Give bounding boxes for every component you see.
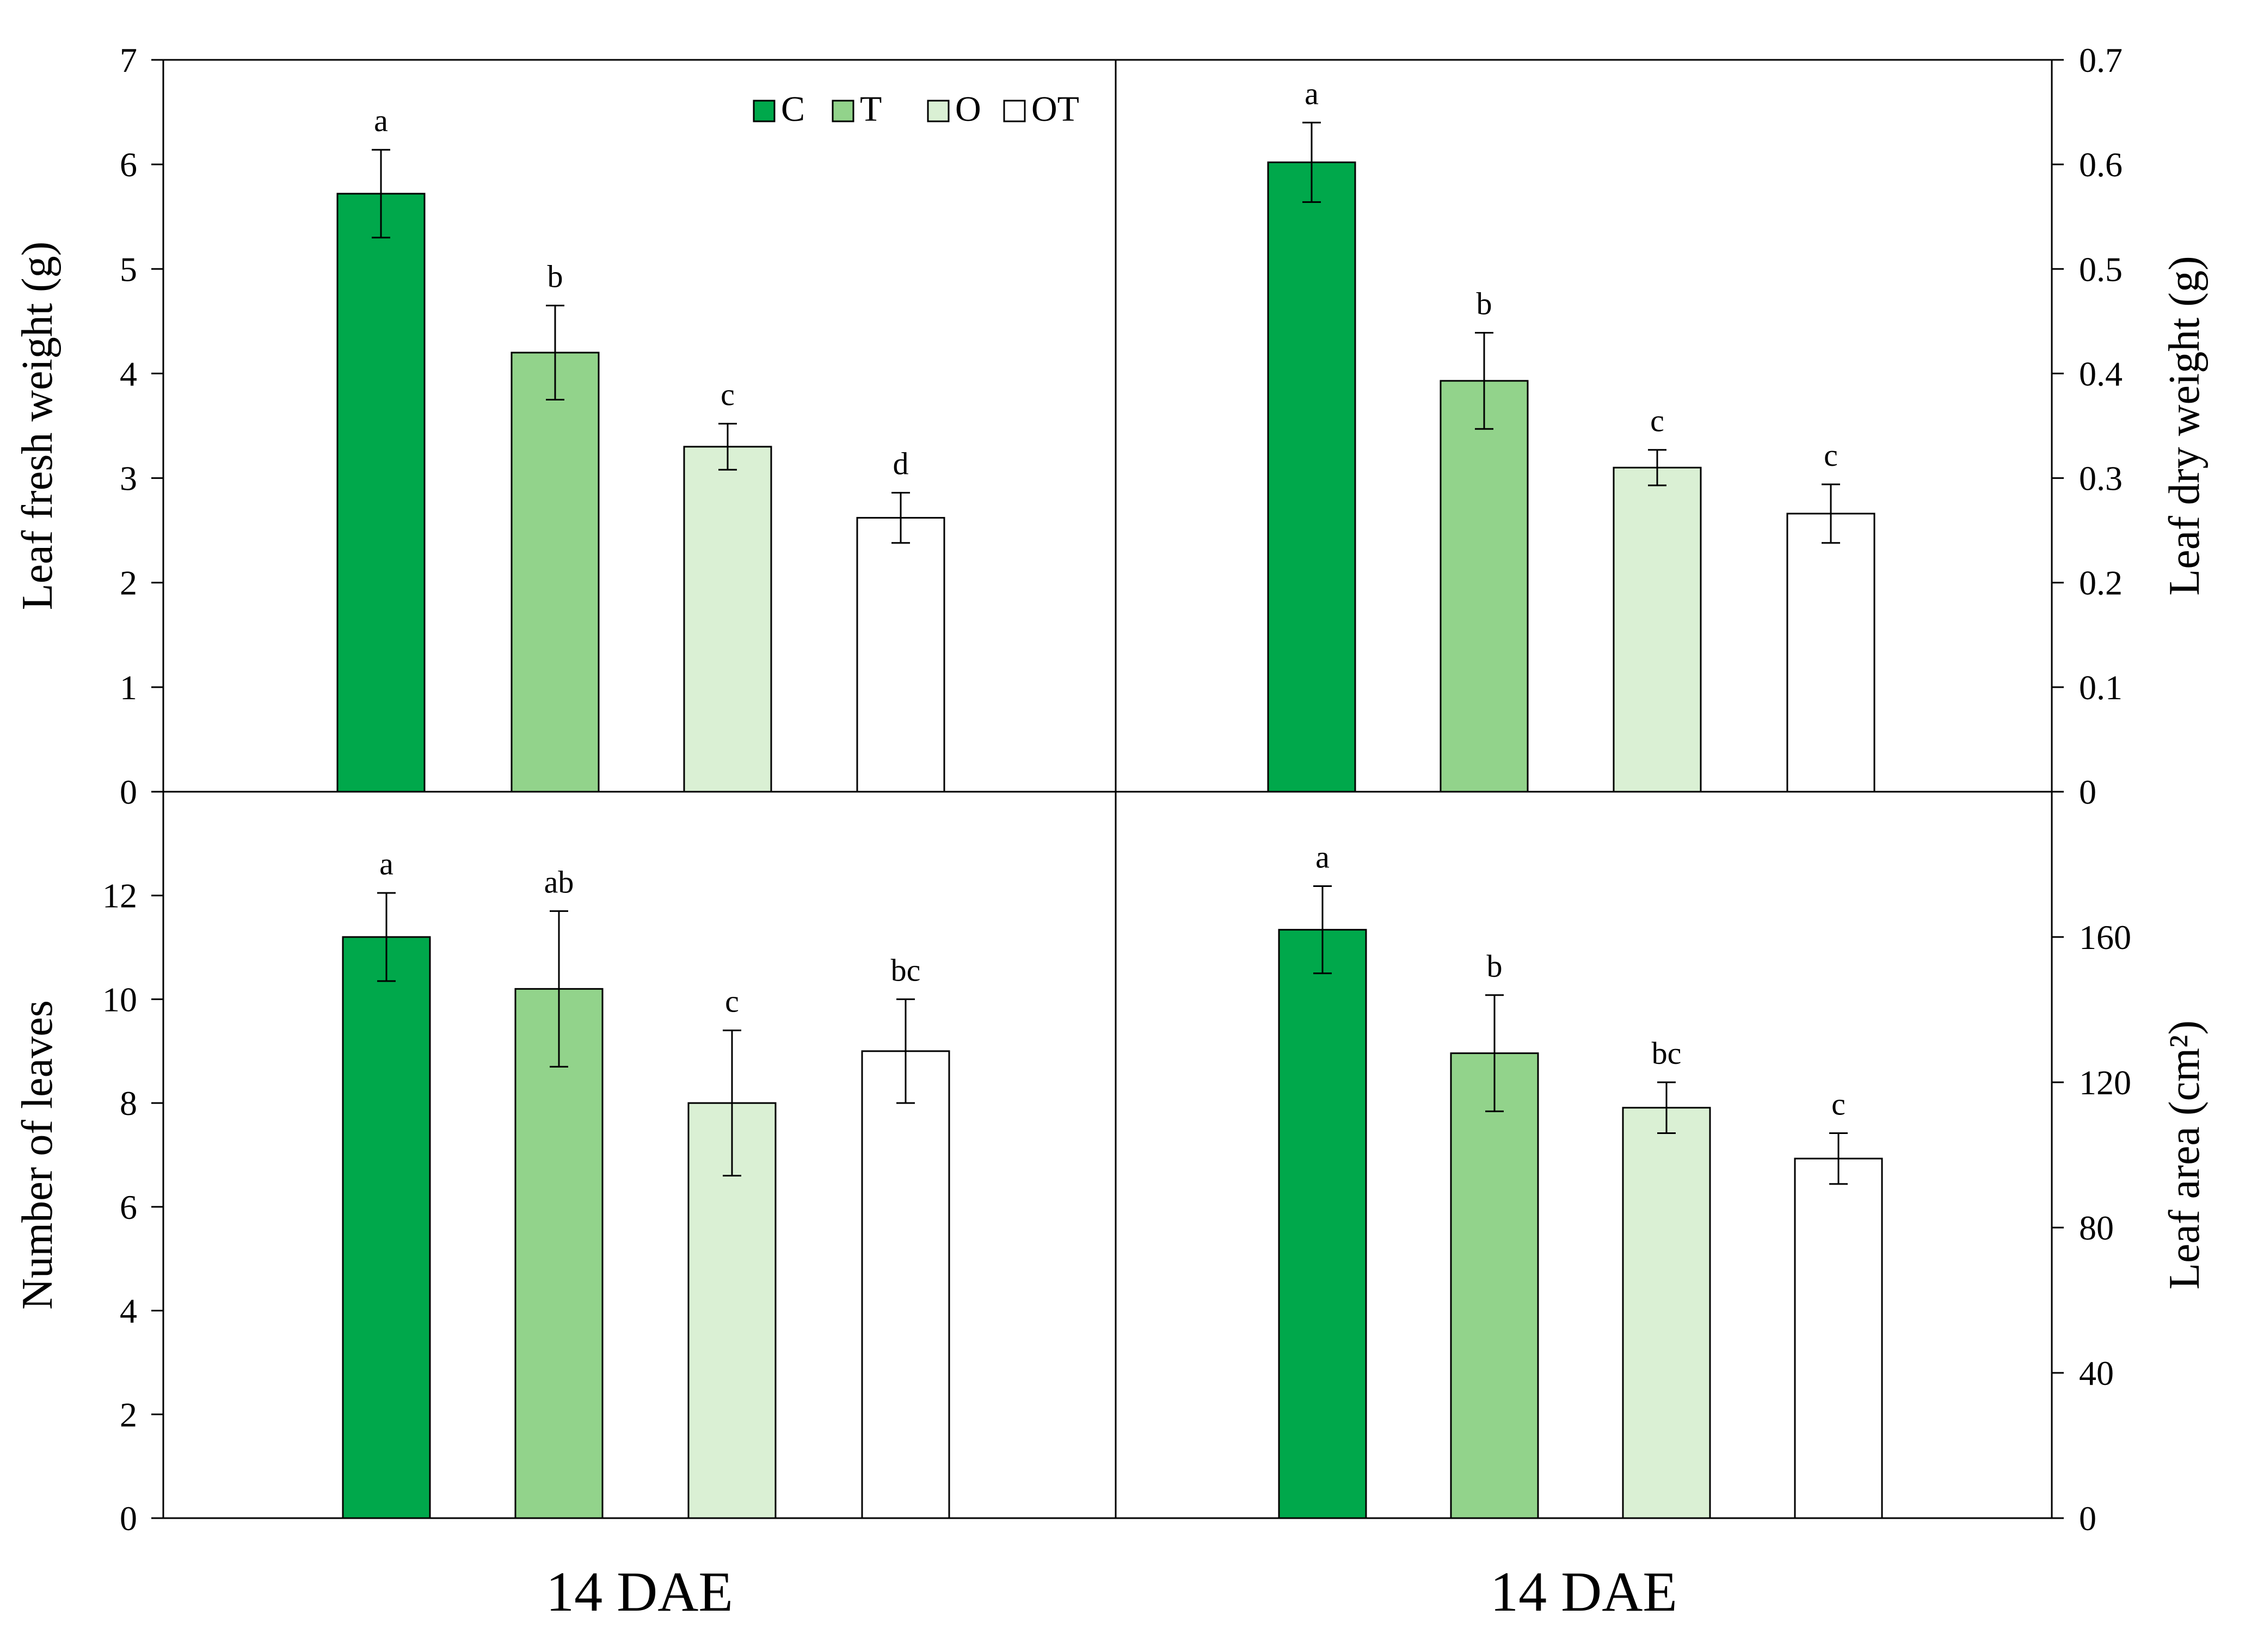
significance-label: ab [544, 864, 574, 899]
significance-label: c [721, 377, 735, 412]
bar-o [1613, 466, 1702, 793]
y-tick-label: 6 [120, 145, 137, 184]
significance-label: a [1315, 840, 1330, 875]
significance-label: a [374, 103, 388, 138]
y-tick-label: 4 [120, 354, 137, 393]
y-tick-label: 4 [120, 1292, 137, 1330]
y-tick-label: 0 [120, 773, 137, 811]
legend-swatch-c [753, 100, 776, 122]
y-tick-label: 80 [2079, 1209, 2114, 1247]
y-tick-label: 0 [2079, 1499, 2096, 1538]
legend-label-c: C [781, 89, 805, 129]
significance-label: c [725, 984, 739, 1019]
panel-top-left: 0 1 2 3 4 5 6 7 Leaf fresh weight (g) a b c d [14, 41, 945, 811]
significance-label: d [893, 446, 909, 481]
y-tick-label: 2 [120, 564, 137, 602]
chart-legend: C T O OT [753, 89, 1079, 129]
panel-bottom-left: 0 2 4 6 8 10 12 Number of leaves a ab c bc [14, 846, 950, 1538]
significance-label: c [1824, 437, 1838, 473]
panel-top-right: 0 0.1 0.2 0.3 0.4 0.5 0.6 0.7 Leaf dry weight (g… [1267, 41, 2209, 811]
bar-t [1440, 380, 1529, 793]
bar-c [1278, 929, 1367, 1519]
significance-label: b [548, 259, 563, 294]
x-category-labels: 14 DAE 14 DAE [546, 1561, 1677, 1623]
y-tick-label: 12 [102, 877, 137, 915]
y-tick-label: 10 [102, 980, 137, 1019]
panel-bottom-right: 0 40 80 120 160 Leaf area (cm²) a b bc c [1278, 840, 2209, 1538]
y-tick-label: 0.4 [2079, 354, 2123, 393]
y-axis-title: Number of leaves [14, 1000, 61, 1310]
legend-label-o: O [955, 89, 981, 129]
y-axis-title: Leaf fresh weight (g) [14, 242, 61, 610]
significance-label: c [1650, 403, 1664, 439]
bar-t [514, 988, 604, 1519]
y-axis-title: Leaf area (cm²) [2161, 1020, 2209, 1290]
y-tick-label: 0.7 [2079, 41, 2123, 79]
x-axis-label: 14 DAE [546, 1561, 733, 1623]
significance-label: a [1305, 76, 1319, 111]
y-tick-label: 160 [2079, 918, 2131, 957]
y-tick-label: 0.1 [2079, 668, 2123, 707]
y-tick-label: 0.6 [2079, 145, 2123, 184]
bar-t [510, 352, 600, 793]
chart-frame [162, 59, 2053, 1519]
y-axis-title: Leaf dry weight (g) [2161, 256, 2209, 595]
bar-o [683, 446, 772, 793]
y-tick-label: 7 [120, 41, 137, 79]
legend-swatch-o [927, 100, 950, 122]
y-tick-label: 0.2 [2079, 564, 2123, 602]
bar-ot [1786, 513, 1875, 793]
significance-label: b [1477, 286, 1492, 321]
y-tick-label: 2 [120, 1395, 137, 1434]
significance-label: bc [1652, 1035, 1682, 1071]
y-tick-label: 8 [120, 1084, 137, 1123]
significance-label: a [379, 846, 393, 882]
y-tick-label: 120 [2079, 1063, 2131, 1102]
x-axis-label: 14 DAE [1490, 1561, 1677, 1623]
bar-t [1450, 1052, 1539, 1519]
legend-swatch-ot [1003, 100, 1026, 122]
legend-label-t: T [860, 89, 882, 129]
significance-label: b [1487, 948, 1503, 984]
legend-label-ot: OT [1031, 89, 1079, 129]
significance-label: bc [891, 952, 921, 988]
y-tick-label: 0.5 [2079, 250, 2123, 288]
legend-swatch-t [832, 100, 854, 122]
bar-ot [856, 517, 945, 793]
y-tick-label: 3 [120, 459, 137, 498]
bar-ot [1794, 1157, 1883, 1519]
significance-label: c [1831, 1086, 1846, 1121]
y-tick-label: 6 [120, 1188, 137, 1226]
y-tick-label: 0.3 [2079, 459, 2123, 498]
y-tick-label: 40 [2079, 1354, 2114, 1392]
bar-c [342, 936, 431, 1519]
bar-c [1267, 161, 1356, 793]
plot-border [162, 59, 2053, 1519]
bar-c [336, 193, 426, 793]
y-tick-label: 0 [2079, 773, 2096, 811]
y-tick-label: 5 [120, 250, 137, 288]
y-tick-label: 1 [120, 668, 137, 707]
bar-o [1622, 1107, 1711, 1519]
bar-ot [861, 1050, 950, 1519]
y-tick-label: 0 [120, 1499, 137, 1538]
